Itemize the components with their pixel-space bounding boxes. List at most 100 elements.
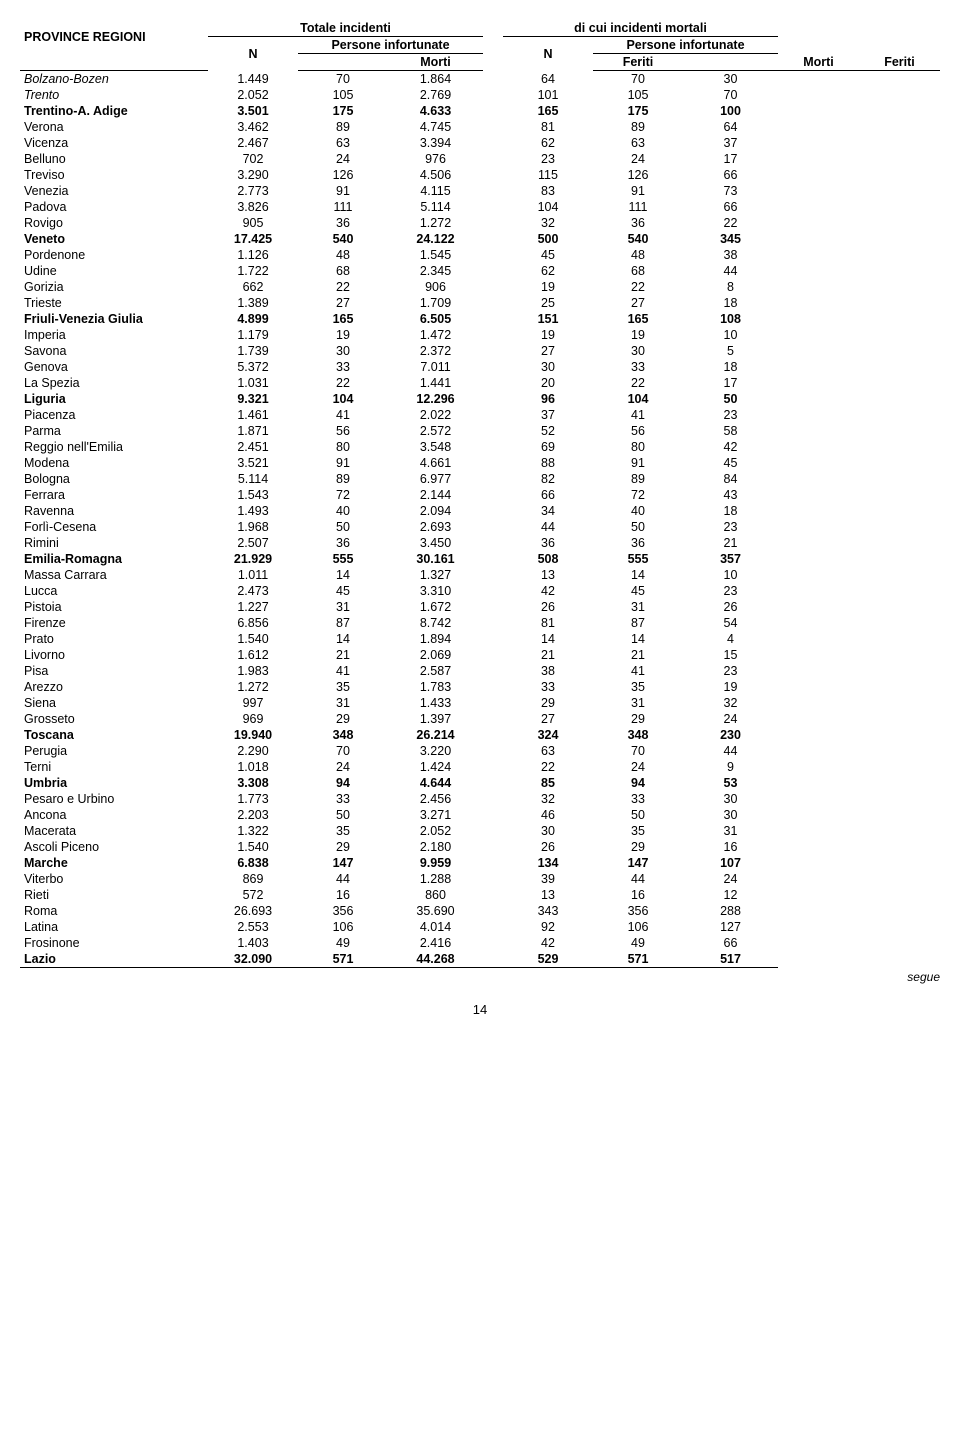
row-label: Vicenza — [20, 135, 208, 151]
row-cell: 21 — [683, 535, 778, 551]
row-cell: 165 — [298, 311, 388, 327]
row-cell — [483, 663, 503, 679]
row-cell: 48 — [298, 247, 388, 263]
row-cell: 1.322 — [208, 823, 298, 839]
table-row: Siena997311.433293132 — [20, 695, 940, 711]
row-label: Pesaro e Urbino — [20, 791, 208, 807]
row-cell — [483, 343, 503, 359]
row-label: Marche — [20, 855, 208, 871]
row-cell: 44 — [503, 519, 593, 535]
row-cell: 37 — [683, 135, 778, 151]
table-row: Ancona2.203503.271465030 — [20, 807, 940, 823]
row-cell: 63 — [503, 743, 593, 759]
table-row: Massa Carrara1.011141.327131410 — [20, 567, 940, 583]
row-cell: 66 — [683, 199, 778, 215]
row-cell: 13 — [503, 567, 593, 583]
row-cell: 3.501 — [208, 103, 298, 119]
col-province: PROVINCE REGIONI — [20, 20, 208, 54]
row-cell: 72 — [593, 487, 683, 503]
row-cell: 1.871 — [208, 423, 298, 439]
row-label: Ferrara — [20, 487, 208, 503]
row-cell: 70 — [593, 743, 683, 759]
row-cell: 1.179 — [208, 327, 298, 343]
table-row: Vicenza2.467633.394626337 — [20, 135, 940, 151]
row-cell: 23 — [683, 663, 778, 679]
row-cell: 49 — [298, 935, 388, 951]
row-cell: 3.450 — [388, 535, 483, 551]
row-label: Forlì-Cesena — [20, 519, 208, 535]
row-cell: 25 — [503, 295, 593, 311]
row-cell: 356 — [298, 903, 388, 919]
row-cell: 1.424 — [388, 759, 483, 775]
row-cell: 32 — [683, 695, 778, 711]
row-cell: 3.310 — [388, 583, 483, 599]
row-cell: 869 — [208, 871, 298, 887]
row-label: Pordenone — [20, 247, 208, 263]
row-cell: 6.838 — [208, 855, 298, 871]
row-cell — [483, 167, 503, 183]
row-cell: 6.505 — [388, 311, 483, 327]
row-label: Frosinone — [20, 935, 208, 951]
row-cell: 23 — [683, 519, 778, 535]
row-cell: 20 — [503, 375, 593, 391]
row-cell — [483, 391, 503, 407]
table-row: Bologna5.114896.977828984 — [20, 471, 940, 487]
row-cell: 2.587 — [388, 663, 483, 679]
row-cell: 31 — [298, 599, 388, 615]
row-cell: 24 — [683, 871, 778, 887]
row-label: Imperia — [20, 327, 208, 343]
table-row: Livorno1.612212.069212115 — [20, 647, 940, 663]
table-row: Veneto17.42554024.122500540345 — [20, 231, 940, 247]
row-cell: 23 — [683, 407, 778, 423]
row-cell: 40 — [593, 503, 683, 519]
row-cell: 94 — [593, 775, 683, 791]
row-cell — [483, 439, 503, 455]
row-label: Rovigo — [20, 215, 208, 231]
row-cell: 4 — [683, 631, 778, 647]
row-cell: 2.456 — [388, 791, 483, 807]
row-cell: 35 — [593, 823, 683, 839]
row-cell: 44 — [683, 263, 778, 279]
row-cell: 1.327 — [388, 567, 483, 583]
row-cell — [483, 311, 503, 327]
row-cell: 540 — [298, 231, 388, 247]
row-cell: 53 — [683, 775, 778, 791]
row-cell: 1.540 — [208, 631, 298, 647]
row-cell: 42 — [503, 583, 593, 599]
table-row: Ravenna1.493402.094344018 — [20, 503, 940, 519]
row-cell: 1.397 — [388, 711, 483, 727]
row-cell: 976 — [388, 151, 483, 167]
row-cell: 37 — [503, 407, 593, 423]
row-cell — [483, 823, 503, 839]
row-cell: 26 — [683, 599, 778, 615]
row-cell: 147 — [298, 855, 388, 871]
row-cell: 2.553 — [208, 919, 298, 935]
row-cell: 66 — [683, 167, 778, 183]
row-cell: 2.052 — [208, 87, 298, 103]
row-cell: 12.296 — [388, 391, 483, 407]
row-cell: 1.227 — [208, 599, 298, 615]
row-label: Udine — [20, 263, 208, 279]
table-row: Liguria9.32110412.2969610450 — [20, 391, 940, 407]
row-cell — [483, 119, 503, 135]
row-cell: 26 — [503, 839, 593, 855]
table-row: Genova5.372337.011303318 — [20, 359, 940, 375]
row-label: Modena — [20, 455, 208, 471]
row-cell: 126 — [593, 167, 683, 183]
row-cell: 3.271 — [388, 807, 483, 823]
row-cell: 10 — [683, 567, 778, 583]
row-cell: 662 — [208, 279, 298, 295]
table-row: Pordenone1.126481.545454838 — [20, 247, 940, 263]
row-cell — [483, 759, 503, 775]
row-label: Macerata — [20, 823, 208, 839]
row-cell: 3.220 — [388, 743, 483, 759]
row-cell: 22 — [683, 215, 778, 231]
row-label: Ravenna — [20, 503, 208, 519]
row-cell — [483, 487, 503, 503]
row-cell: 8 — [683, 279, 778, 295]
row-cell: 1.783 — [388, 679, 483, 695]
row-cell: 1.288 — [388, 871, 483, 887]
table-row: Pistoia1.227311.672263126 — [20, 599, 940, 615]
row-cell — [483, 199, 503, 215]
row-cell: 36 — [503, 535, 593, 551]
